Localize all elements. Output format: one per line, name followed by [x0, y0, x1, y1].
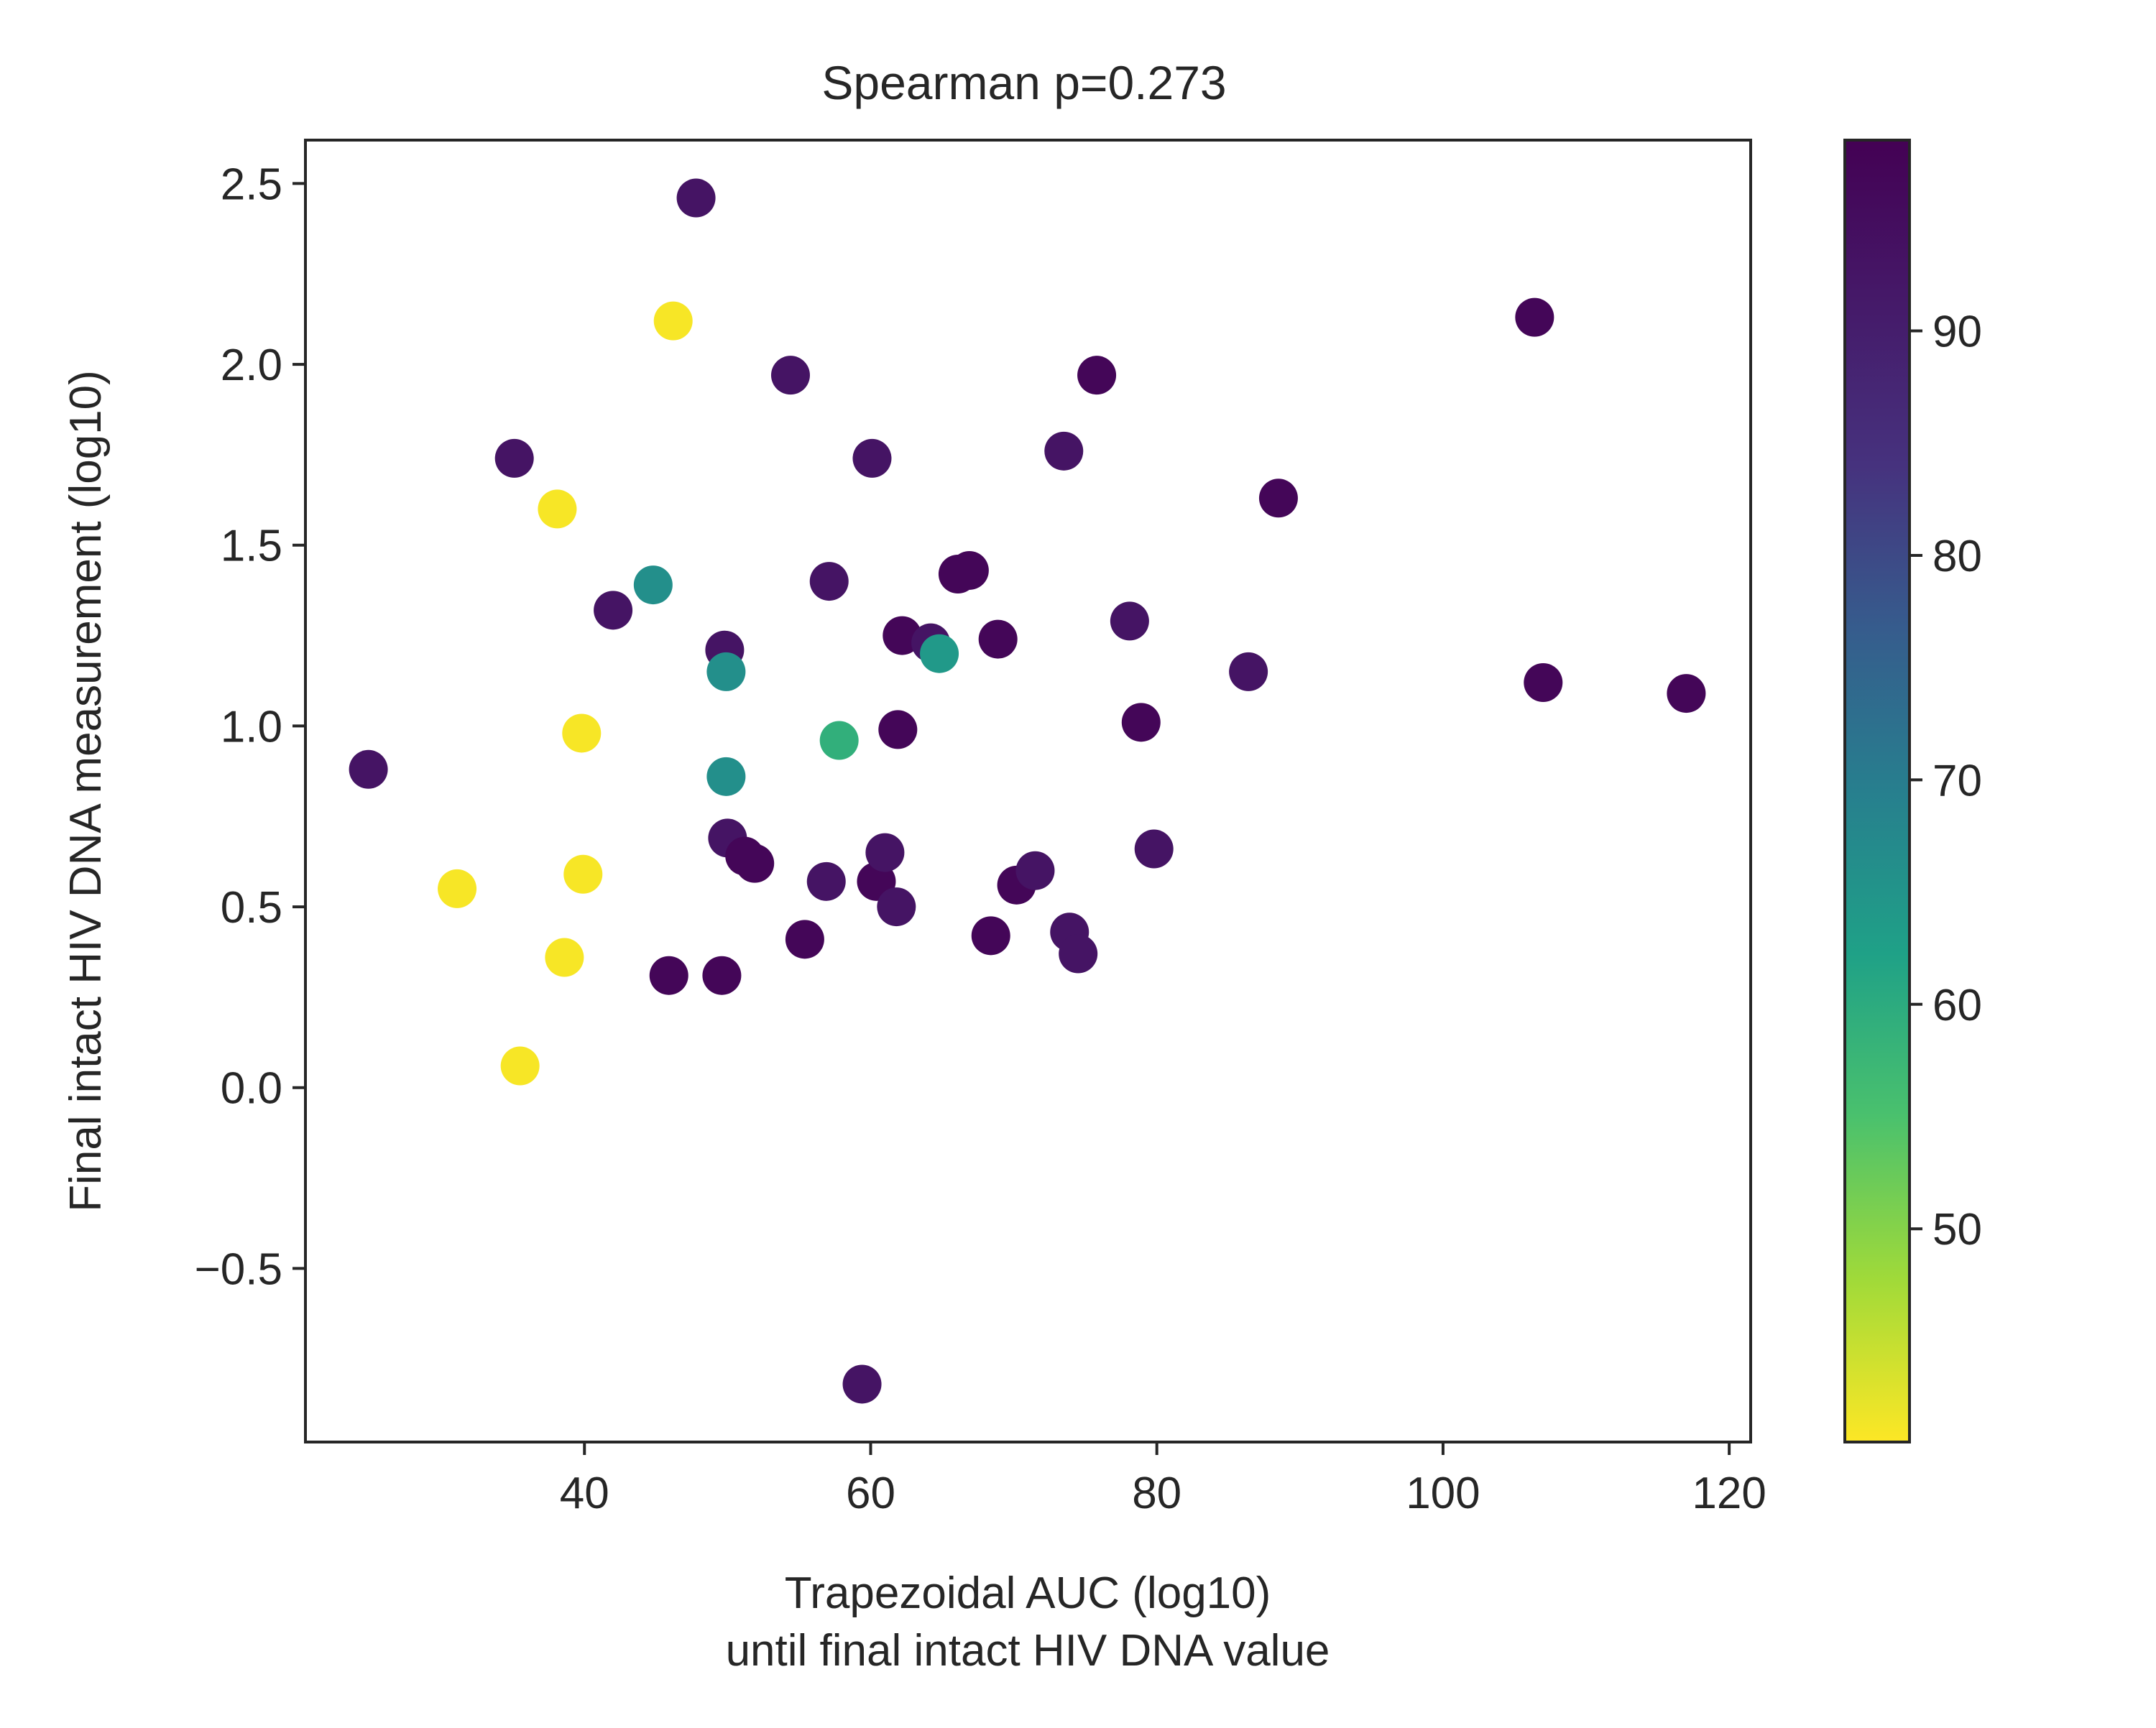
x-tick-label: 100: [1406, 1469, 1480, 1518]
data-point: [770, 356, 810, 395]
chart-title: Spearman p=0.273: [821, 56, 1226, 109]
data-point: [785, 920, 824, 959]
data-point: [633, 565, 673, 605]
colorbar-tick-label: 50: [1932, 1205, 1982, 1255]
colorbar-tick-label: 80: [1932, 532, 1982, 581]
y-axis-title: Final intact HIV DNA measurement (log10): [61, 370, 111, 1212]
data-point: [1515, 297, 1554, 337]
colorbar-tick-label: 60: [1932, 981, 1982, 1030]
data-point: [706, 652, 746, 691]
y-tick-label: 1.0: [221, 702, 282, 752]
y-axis: −0.5 0.0 0.5 1.0 1.5 2.0 2.5: [195, 160, 305, 1294]
data-point: [349, 749, 388, 789]
points-layer: [349, 178, 1706, 1404]
data-point: [842, 1364, 882, 1404]
data-point: [971, 916, 1010, 956]
plot-frame: [304, 139, 1752, 1443]
data-point: [949, 550, 989, 590]
data-point: [1044, 431, 1084, 471]
data-point: [735, 844, 775, 883]
colorbar-ticks: 50 60 70 80 90: [1909, 308, 1982, 1255]
data-point: [1059, 934, 1098, 974]
y-tick-label: 0.5: [221, 883, 282, 933]
data-point: [1110, 601, 1149, 641]
data-point: [852, 438, 892, 478]
data-point: [702, 956, 742, 995]
y-tick-label: −0.5: [195, 1244, 282, 1294]
data-point: [865, 833, 905, 872]
data-point: [653, 301, 693, 341]
x-tick-label: 120: [1692, 1469, 1766, 1518]
data-point: [1077, 356, 1117, 395]
data-point: [819, 721, 859, 760]
data-point: [809, 562, 849, 601]
data-point: [706, 757, 746, 796]
y-tick-label: 2.0: [221, 341, 282, 390]
data-point: [1667, 674, 1706, 713]
y-tick-label: 0.0: [221, 1064, 282, 1114]
data-point: [500, 1046, 540, 1086]
data-point: [545, 938, 584, 977]
data-point: [806, 861, 846, 901]
data-point: [1229, 652, 1268, 691]
data-point: [877, 887, 916, 927]
data-point: [1015, 851, 1055, 890]
data-point: [1258, 479, 1298, 518]
data-point: [878, 710, 918, 749]
x-axis-title: Trapezoidal AUC (log10): [785, 1568, 1271, 1618]
colorbar-tick-label: 90: [1932, 308, 1982, 357]
y-tick-label: 1.5: [221, 522, 282, 571]
data-point: [920, 634, 959, 673]
data-point: [563, 854, 603, 894]
y-tick-label: 2.5: [221, 160, 282, 209]
data-point: [978, 619, 1018, 659]
x-axis-title-line2: until final intact HIV DNA value: [726, 1626, 1330, 1676]
data-point: [438, 869, 477, 908]
data-point: [594, 591, 633, 630]
data-point: [1121, 703, 1161, 742]
data-point: [649, 956, 688, 995]
x-tick-label: 60: [846, 1469, 895, 1518]
colorbar-tick-label: 70: [1932, 756, 1982, 805]
x-tick-label: 80: [1132, 1469, 1181, 1518]
colorbar: [1843, 139, 1911, 1443]
x-axis: 40 60 80 100 120: [560, 1442, 1766, 1518]
data-point: [538, 489, 577, 529]
data-point: [1524, 663, 1563, 702]
data-point: [1134, 829, 1174, 869]
data-point: [676, 178, 716, 218]
x-tick-label: 40: [560, 1469, 609, 1518]
data-point: [494, 438, 534, 478]
data-point: [562, 713, 602, 753]
